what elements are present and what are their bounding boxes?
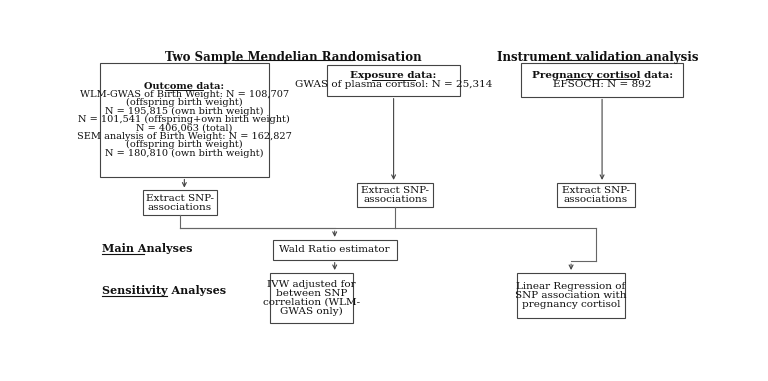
Text: IVW adjusted for: IVW adjusted for — [267, 280, 356, 289]
Text: Wald Ratio estimator: Wald Ratio estimator — [280, 245, 390, 254]
Bar — [143, 190, 217, 215]
Text: SEM analysis of Birth Weight: N = 162,827: SEM analysis of Birth Weight: N = 162,82… — [77, 132, 292, 141]
Text: associations: associations — [147, 203, 212, 212]
Text: Pregnancy cortisol data:: Pregnancy cortisol data: — [531, 70, 673, 80]
Text: Sensitivity Analyses: Sensitivity Analyses — [102, 285, 227, 296]
Text: associations: associations — [363, 195, 427, 204]
Text: N = 101,541 (offspring+own birth weight): N = 101,541 (offspring+own birth weight) — [78, 115, 290, 124]
Text: associations: associations — [564, 195, 628, 204]
Bar — [100, 62, 269, 177]
Text: Extract SNP-: Extract SNP- — [361, 186, 429, 195]
Text: Extract SNP-: Extract SNP- — [562, 186, 630, 195]
Text: (offspring birth weight): (offspring birth weight) — [126, 98, 243, 107]
Text: Exposure data:: Exposure data: — [350, 71, 437, 80]
Text: Extract SNP-: Extract SNP- — [146, 194, 214, 203]
Text: N = 180,810 (own birth weight): N = 180,810 (own birth weight) — [105, 149, 263, 158]
Bar — [557, 183, 634, 207]
Text: pregnancy cortisol: pregnancy cortisol — [521, 299, 621, 309]
Text: Linear Regression of: Linear Regression of — [516, 282, 626, 291]
Bar — [521, 62, 684, 96]
Bar — [517, 273, 625, 317]
Text: Outcome data:: Outcome data: — [144, 82, 224, 91]
Bar — [327, 65, 460, 96]
Bar — [270, 273, 353, 323]
Text: Main Analyses: Main Analyses — [102, 243, 193, 255]
Text: between SNP: between SNP — [276, 289, 347, 298]
Text: SNP association with: SNP association with — [515, 291, 627, 300]
Text: N = 406,063 (total): N = 406,063 (total) — [136, 123, 233, 133]
Text: Two Sample Mendelian Randomisation: Two Sample Mendelian Randomisation — [165, 51, 422, 64]
Text: N = 195,815 (own birth weight): N = 195,815 (own birth weight) — [105, 107, 263, 116]
Bar — [357, 183, 433, 207]
Text: WLM-GWAS of Birth Weight: N = 108,707: WLM-GWAS of Birth Weight: N = 108,707 — [80, 90, 289, 99]
Text: (offspring birth weight): (offspring birth weight) — [126, 140, 243, 149]
Bar — [273, 240, 397, 260]
Text: correlation (WLM-: correlation (WLM- — [263, 298, 360, 307]
Text: Instrument validation analysis: Instrument validation analysis — [498, 51, 699, 64]
Text: EFSOCH: N = 892: EFSOCH: N = 892 — [553, 80, 651, 88]
Text: GWAS only): GWAS only) — [280, 307, 343, 316]
Text: GWAS of plasma cortisol: N = 25,314: GWAS of plasma cortisol: N = 25,314 — [295, 80, 492, 90]
